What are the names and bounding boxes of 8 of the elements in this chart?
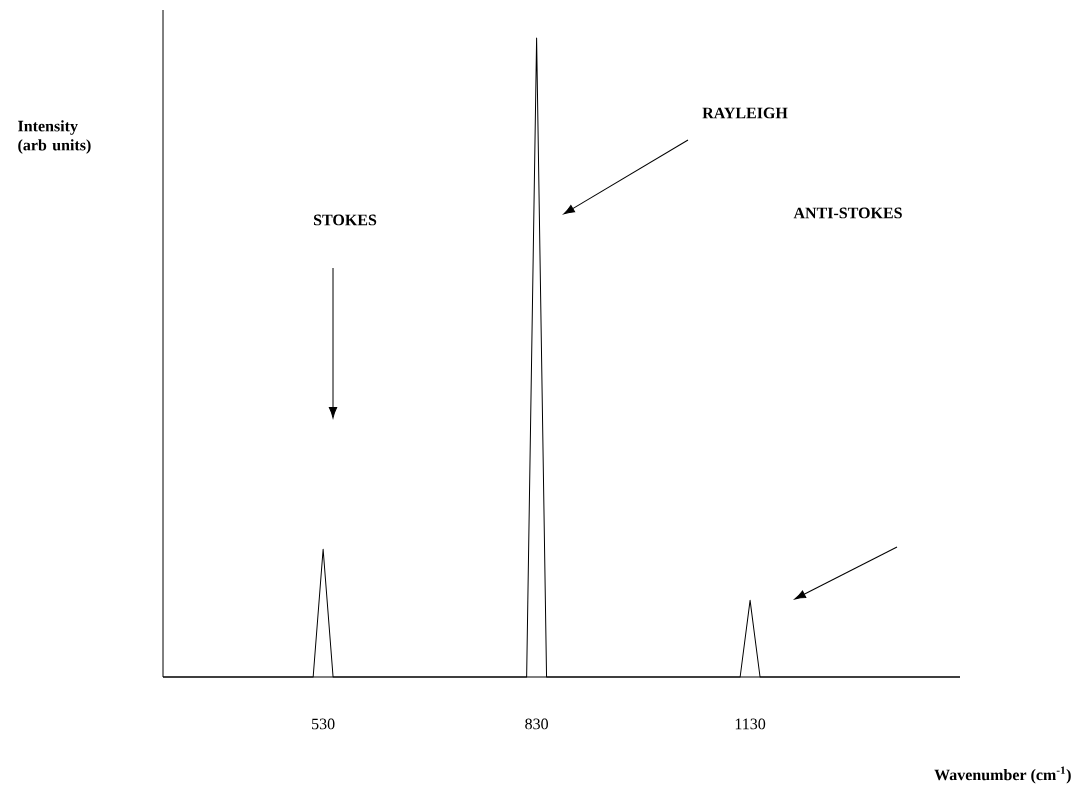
x-axis-title: Wavenumber (cm$^{-1}$)	[934, 766, 1071, 784]
x-tick-label: 1130	[735, 718, 766, 730]
x-tick-label: 830	[525, 718, 548, 730]
y-axis-title: Intensity (arb units)	[18, 120, 91, 154]
annotation: RAYLEIGH	[702, 107, 788, 119]
annotation: STOKES	[313, 214, 377, 226]
annotation: ANTI-STOKES	[793, 207, 902, 219]
x-tick-label: 530	[312, 718, 335, 730]
